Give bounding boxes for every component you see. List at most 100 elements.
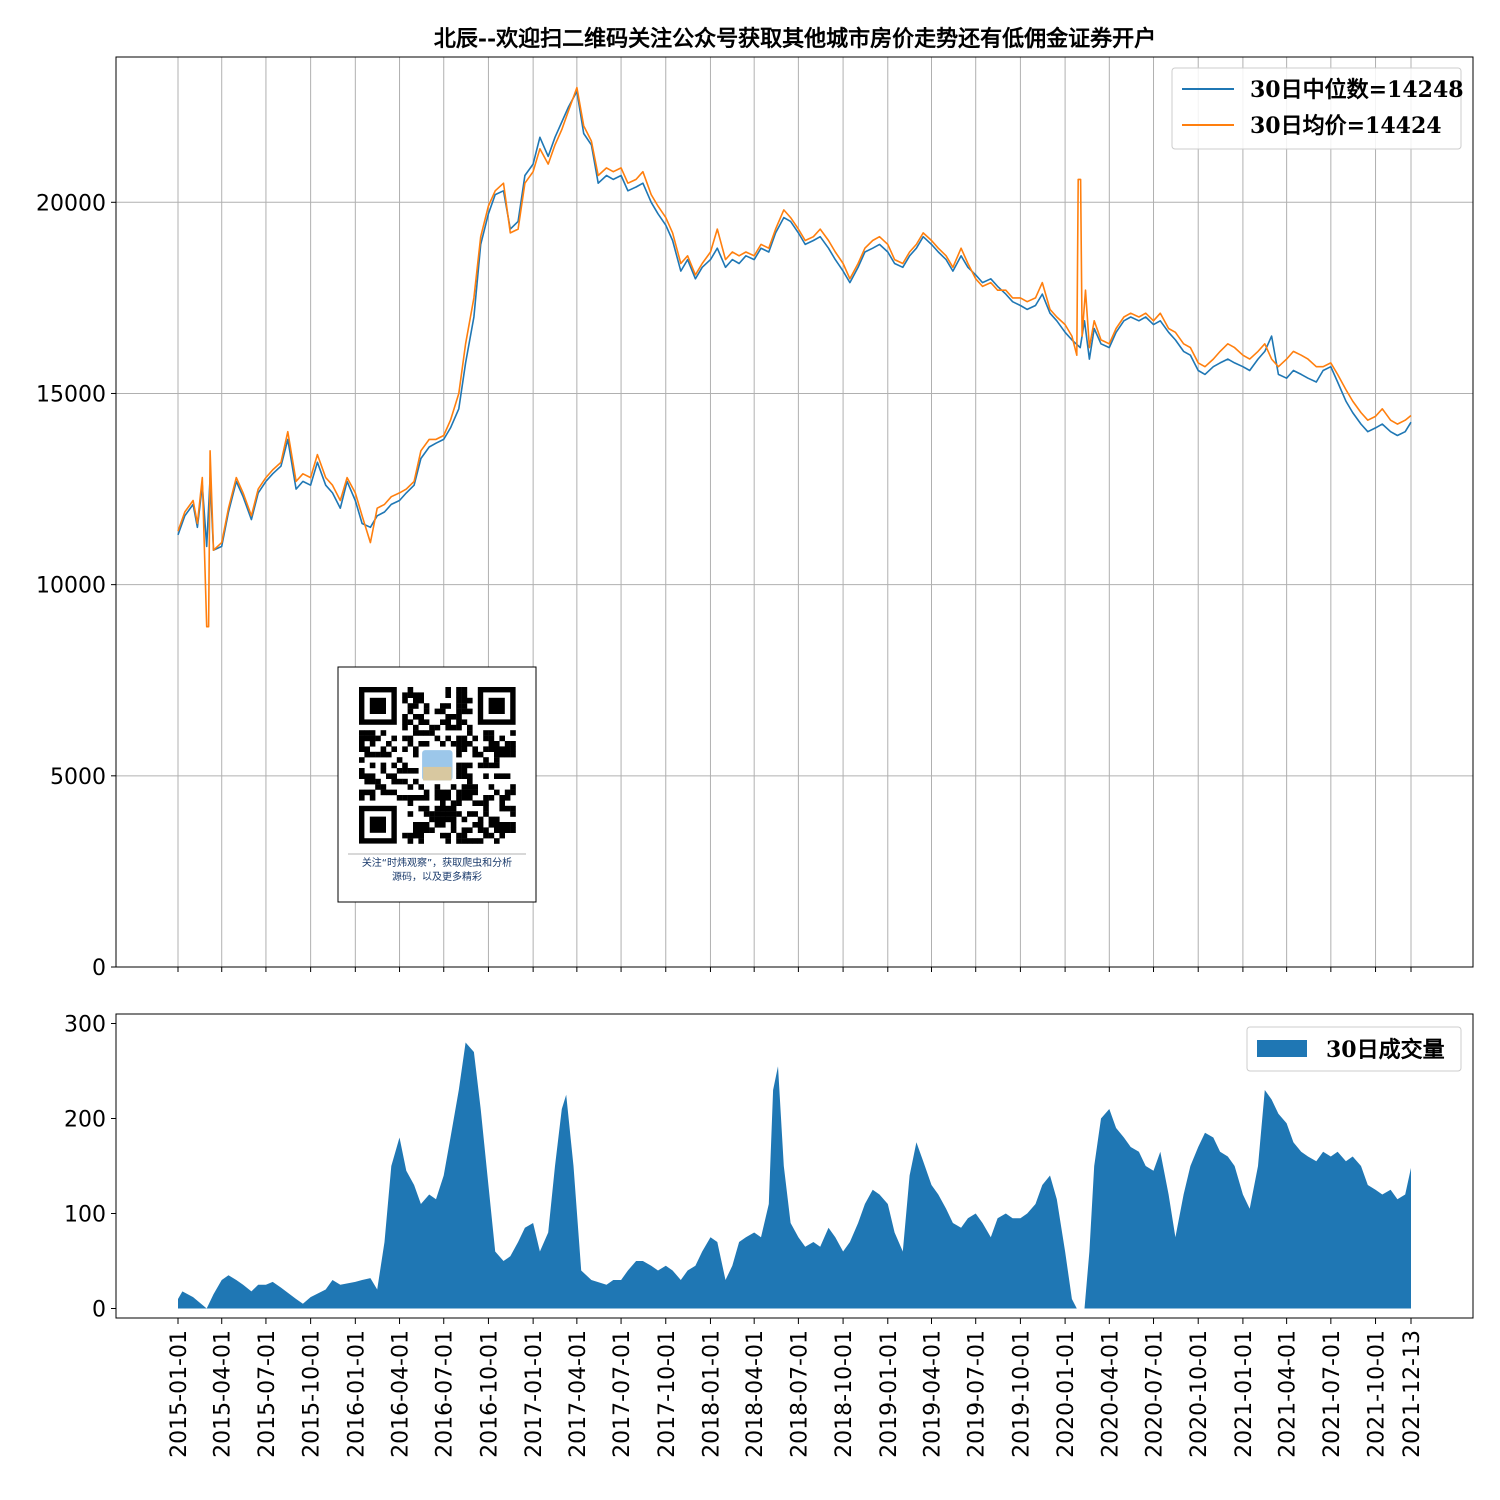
qr-module: [499, 735, 505, 742]
volume-x-tick-label: 2015-10-01: [300, 1330, 325, 1458]
qr-module: [499, 827, 505, 833]
qr-module: [477, 827, 484, 833]
qr-module: [364, 751, 370, 758]
volume-x-tick-label: 2015-07-01: [255, 1330, 280, 1458]
qr-module: [483, 832, 489, 839]
qr-module: [386, 773, 392, 779]
qr-module: [391, 773, 397, 779]
qr-module: [488, 741, 495, 747]
qr-module: [445, 789, 451, 796]
qr-module: [445, 816, 451, 823]
qr-module: [472, 746, 478, 752]
qr-module: [477, 751, 484, 758]
qr-module: [494, 773, 500, 779]
qr-module: [499, 805, 505, 812]
qr-module: [467, 784, 473, 790]
qr-module: [434, 816, 441, 823]
qr-module: [418, 714, 424, 720]
qr-module: [467, 795, 473, 801]
qr-module: [434, 789, 441, 796]
qr-module: [494, 822, 500, 828]
price-legend-box: [1171, 67, 1462, 150]
legend-swatch-volume: [1257, 1040, 1307, 1057]
qr-module: [434, 805, 441, 812]
qr-module: [440, 795, 446, 801]
qr-module: [418, 832, 424, 839]
qr-module: [450, 800, 457, 806]
qr-module: [445, 724, 451, 731]
qr-module: [386, 751, 392, 758]
qr-module: [488, 795, 495, 801]
qr-module: [467, 730, 473, 736]
qr-module: [440, 800, 446, 806]
qr-module: [472, 800, 478, 806]
qr-module: [499, 822, 505, 828]
qr-module: [364, 735, 370, 742]
qr-module: [391, 762, 397, 769]
qr-module: [407, 719, 414, 725]
qr-module: [499, 795, 505, 801]
qr-module: [483, 757, 489, 763]
qr-module: [461, 789, 468, 796]
qr-module: [483, 811, 489, 817]
qr-module: [423, 827, 430, 833]
qr-module: [418, 827, 424, 833]
qr-module: [396, 757, 403, 763]
qr-module: [364, 746, 370, 752]
qr-module: [423, 741, 430, 747]
qr-module: [504, 827, 511, 833]
qr-module: [494, 757, 500, 763]
qr-module: [380, 746, 387, 752]
qr-module: [461, 773, 468, 779]
qr-module: [445, 687, 451, 693]
qr-module: [396, 768, 403, 774]
qr-module: [456, 768, 462, 774]
volume-x-tick-label: 2017-01-01: [522, 1330, 547, 1458]
qr-module: [456, 735, 462, 742]
qr-module: [413, 714, 419, 720]
qr-module: [369, 762, 376, 769]
qr-module: [359, 757, 365, 763]
qr-module: [456, 714, 462, 720]
qr-module: [499, 746, 505, 752]
qr-module: [413, 768, 419, 774]
qr-module: [477, 762, 484, 769]
qr-module: [407, 811, 414, 817]
qr-module: [423, 822, 430, 828]
qr-module: [456, 703, 462, 709]
qr-module: [483, 735, 489, 742]
qr-module: [461, 687, 468, 693]
qr-module: [364, 730, 370, 736]
qr-caption-line2: 源码，以及更多精彩: [392, 870, 482, 883]
qr-module: [402, 697, 408, 704]
volume-x-tick-label: 2017-07-01: [610, 1330, 635, 1458]
qr-module: [402, 832, 408, 839]
qr-module: [423, 719, 430, 725]
qr-module: [483, 773, 489, 779]
volume-x-tick-label: 2020-10-01: [1187, 1330, 1212, 1458]
qr-module: [380, 730, 387, 736]
price-plot-frame: [115, 56, 1474, 968]
volume-y-axis: 0 100 200 300: [64, 1013, 116, 1323]
qr-module: [445, 714, 451, 720]
qr-module: [413, 832, 419, 839]
qr-module: [359, 741, 365, 747]
qr-module: [510, 746, 516, 752]
qr-module: [467, 697, 473, 704]
qr-module: [434, 784, 441, 790]
qr-module: [359, 795, 365, 801]
qr-finder-inner: [488, 697, 505, 714]
qr-module: [488, 784, 495, 790]
volume-x-tick-label: 2015-04-01: [211, 1330, 236, 1458]
volume-x-tick-label: 2020-01-01: [1054, 1330, 1079, 1458]
qr-module: [467, 811, 473, 817]
qr-module: [461, 784, 468, 790]
qr-module: [483, 746, 489, 752]
qr-module: [407, 784, 414, 790]
qr-module: [391, 735, 397, 742]
qr-module: [369, 778, 376, 785]
qr-module: [418, 822, 424, 828]
qr-module: [386, 789, 392, 796]
qr-module: [429, 827, 435, 833]
qr-module: [418, 719, 424, 725]
